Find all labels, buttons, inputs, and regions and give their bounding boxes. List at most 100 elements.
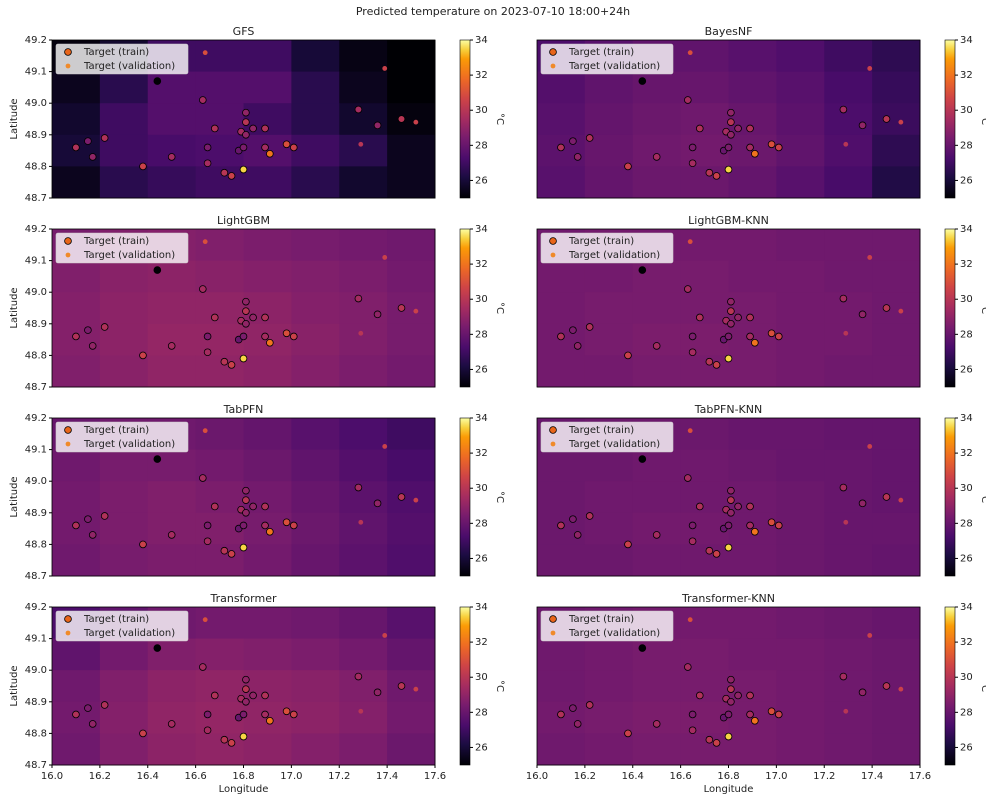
target-point: [140, 352, 147, 359]
field-cell: [291, 135, 339, 167]
target-point: [228, 361, 235, 368]
field-cell: [291, 166, 339, 198]
legend-label: Target (train): [83, 425, 149, 436]
field-cell: [681, 481, 729, 513]
target-point: [898, 498, 903, 503]
target-point: [713, 550, 720, 557]
field-cell: [196, 292, 244, 324]
colorbar-tick-label: 28: [960, 518, 973, 529]
field-cell: [872, 481, 920, 513]
y-tick-label: 49.0: [25, 98, 47, 109]
field-cell: [872, 229, 920, 261]
field-cell: [100, 450, 148, 482]
field-cell: [872, 418, 920, 450]
target-point: [242, 308, 249, 315]
target-point: [727, 131, 734, 138]
target-point: [898, 120, 903, 125]
colorbar-tick-label: 28: [475, 707, 488, 718]
field-cell: [776, 733, 824, 765]
subplot-title: BayesNF: [705, 25, 753, 38]
target-point: [735, 692, 742, 699]
x-tick-label: 16.6: [669, 771, 691, 782]
colorbar: [460, 607, 470, 765]
target-point: [89, 532, 96, 539]
field-cell: [776, 261, 824, 293]
target-point: [154, 78, 161, 85]
target-point: [684, 475, 691, 482]
legend-marker: [66, 631, 71, 636]
field-cell: [387, 733, 435, 765]
field-cell: [244, 355, 292, 387]
target-point: [843, 142, 848, 147]
colorbar-tick-label: 26: [960, 742, 973, 753]
colorbar-tick-label: 30: [960, 294, 973, 305]
y-tick-label: 48.7: [25, 193, 47, 204]
field-cell: [776, 324, 824, 356]
field-cell: [872, 702, 920, 734]
colorbar: [460, 40, 470, 198]
field-cell: [872, 670, 920, 702]
field-cell: [537, 481, 585, 513]
y-tick-label: 49.0: [25, 665, 47, 676]
field-cell: [52, 72, 100, 104]
field-cell: [633, 355, 681, 387]
field-cell: [681, 103, 729, 135]
target-point: [689, 711, 696, 718]
field-cell: [291, 639, 339, 671]
target-point: [221, 169, 228, 176]
target-point: [154, 645, 161, 652]
field-cell: [872, 513, 920, 545]
colorbar-label: °C: [979, 680, 986, 692]
field-cell: [196, 103, 244, 135]
field-cell: [196, 607, 244, 639]
field-cell: [537, 544, 585, 576]
target-point: [735, 125, 742, 132]
colorbar-tick-label: 28: [475, 518, 488, 529]
target-point: [250, 125, 257, 132]
target-point: [775, 333, 782, 340]
target-point: [358, 709, 363, 714]
y-axis-label: Latitude: [9, 665, 20, 706]
subplot-title: Transformer: [209, 592, 276, 605]
target-point: [653, 721, 660, 728]
target-point: [688, 617, 693, 622]
field-cell: [291, 229, 339, 261]
field-cell: [824, 702, 872, 734]
legend-label: Target (validation): [83, 628, 175, 639]
legend-marker: [551, 631, 556, 636]
target-point: [689, 333, 696, 340]
target-point: [204, 144, 211, 151]
target-point: [358, 520, 363, 525]
target-point: [242, 298, 249, 305]
target-point: [374, 689, 381, 696]
target-point: [574, 532, 581, 539]
x-tick-label: 16.8: [232, 771, 254, 782]
field-cell: [729, 40, 777, 72]
target-point: [570, 138, 577, 145]
x-tick-label: 17.2: [328, 771, 350, 782]
field-cell: [776, 135, 824, 167]
y-tick-label: 48.7: [25, 571, 47, 582]
target-point: [570, 516, 577, 523]
field-cell: [824, 544, 872, 576]
target-point: [221, 358, 228, 365]
y-tick-label: 49.1: [25, 634, 47, 645]
target-point: [867, 66, 872, 71]
colorbar-tick-label: 34: [960, 35, 973, 46]
target-point: [689, 160, 696, 167]
colorbar-tick-label: 34: [475, 224, 488, 235]
field-cell: [52, 481, 100, 513]
field-cell: [872, 166, 920, 198]
field-cell: [100, 639, 148, 671]
colorbar-tick-label: 28: [475, 329, 488, 340]
field-cell: [52, 670, 100, 702]
field-cell: [291, 324, 339, 356]
target-point: [898, 687, 903, 692]
legend-label: Target (train): [83, 236, 149, 247]
target-point: [727, 686, 734, 693]
field-cell: [872, 292, 920, 324]
target-point: [586, 135, 593, 142]
field-cell: [824, 513, 872, 545]
target-point: [725, 333, 732, 340]
field-cell: [291, 513, 339, 545]
